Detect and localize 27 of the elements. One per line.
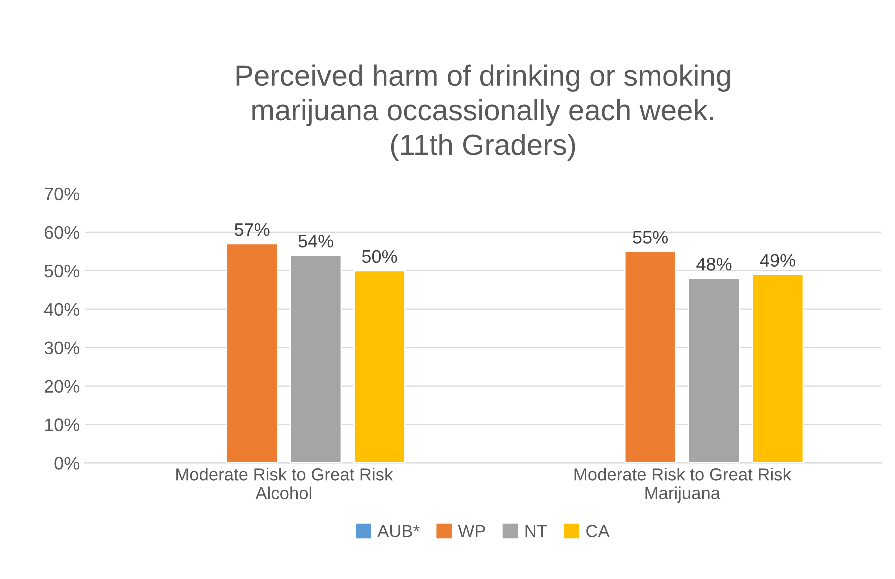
data-label: 48% — [696, 258, 732, 271]
legend-label: WP — [458, 525, 486, 538]
data-label: 50% — [362, 250, 398, 264]
bar — [624, 250, 677, 464]
bar — [226, 243, 278, 464]
bar — [688, 278, 740, 464]
legend-label: AUB* — [378, 525, 420, 538]
bar — [354, 270, 406, 464]
bar — [290, 254, 342, 464]
y-tick-label: 40% — [44, 303, 80, 316]
y-tick-label: 0% — [54, 457, 80, 470]
data-label: 54% — [298, 235, 334, 248]
legend-label: NT — [526, 525, 548, 538]
data-label: 49% — [760, 254, 796, 267]
y-tick-label: 20% — [44, 380, 80, 393]
y-tick-label: 60% — [44, 226, 80, 240]
y-tick-label: 50% — [44, 264, 80, 278]
x-tick-label: Moderate Risk to Great Risk Alcohol — [176, 468, 394, 500]
data-label: 55% — [633, 231, 668, 244]
data-label: 57% — [234, 224, 270, 236]
y-tick-label: 30% — [44, 342, 80, 355]
legend-label: CA — [586, 525, 610, 538]
x-tick-label: Moderate Risk to Great Risk Marijuana — [574, 468, 792, 503]
y-tick-label: 70% — [44, 188, 80, 201]
bar — [752, 274, 804, 464]
y-tick-label: 10% — [45, 418, 80, 432]
chart-title: Perceived harm of drinking or smoking marijuana occassionally each week. (11th Graders) — [236, 64, 730, 162]
